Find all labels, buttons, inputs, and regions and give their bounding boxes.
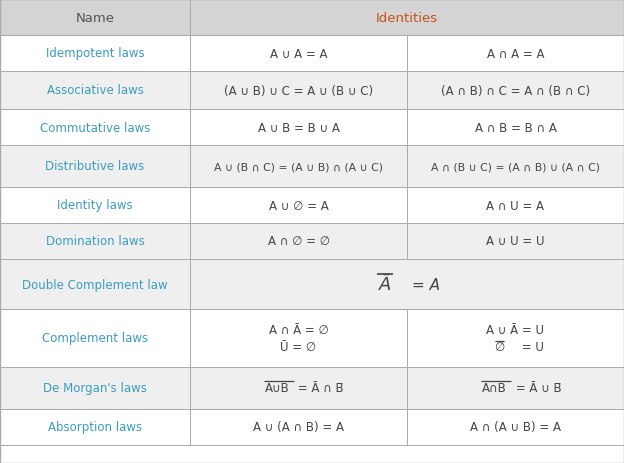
Text: Name: Name bbox=[76, 12, 114, 25]
Text: A ∩ (B ∪ C) = (A ∩ B) ∪ (A ∩ C): A ∩ (B ∪ C) = (A ∩ B) ∪ (A ∩ C) bbox=[431, 162, 600, 172]
Text: Ā: Ā bbox=[379, 275, 391, 294]
Text: A ∩ A = A: A ∩ A = A bbox=[487, 47, 544, 60]
Bar bbox=[0, 409, 190, 445]
Bar bbox=[407, 188, 624, 224]
Text: Commutative laws: Commutative laws bbox=[40, 121, 150, 134]
Bar bbox=[190, 146, 407, 188]
Bar bbox=[407, 72, 624, 110]
Bar bbox=[190, 188, 407, 224]
Text: A∪B: A∪B bbox=[265, 382, 290, 394]
Text: ∅: ∅ bbox=[494, 341, 505, 354]
Text: Double Complement law: Double Complement law bbox=[22, 278, 168, 291]
Text: = Ā ∩ B̄: = Ā ∩ B̄ bbox=[295, 382, 344, 394]
Bar bbox=[0, 188, 190, 224]
Bar bbox=[0, 110, 190, 146]
Bar bbox=[407, 224, 624, 259]
Bar bbox=[0, 309, 190, 367]
Bar bbox=[407, 367, 624, 409]
Bar bbox=[190, 110, 407, 146]
Bar bbox=[407, 409, 624, 445]
Text: A ∩ Ā = ∅: A ∩ Ā = ∅ bbox=[268, 323, 328, 336]
Text: De Morgan's laws: De Morgan's laws bbox=[43, 382, 147, 394]
Text: Ū = ∅: Ū = ∅ bbox=[280, 341, 316, 354]
Bar bbox=[0, 72, 190, 110]
Text: Associative laws: Associative laws bbox=[47, 84, 144, 97]
Text: Absorption laws: Absorption laws bbox=[48, 420, 142, 433]
Bar bbox=[407, 146, 624, 188]
Text: Identities: Identities bbox=[376, 12, 438, 25]
Bar bbox=[190, 367, 407, 409]
Text: A ∪ A = A: A ∪ A = A bbox=[270, 47, 327, 60]
Bar bbox=[190, 72, 407, 110]
Text: = A: = A bbox=[412, 277, 440, 292]
Text: A ∪ (B ∩ C) = (A ∪ B) ∩ (A ∪ C): A ∪ (B ∩ C) = (A ∪ B) ∩ (A ∪ C) bbox=[214, 162, 383, 172]
Text: A ∩ (A ∪ B) = A: A ∩ (A ∪ B) = A bbox=[470, 420, 561, 433]
Text: Domination laws: Domination laws bbox=[46, 235, 144, 248]
Bar bbox=[190, 259, 624, 309]
Text: Complement laws: Complement laws bbox=[42, 332, 148, 345]
Bar bbox=[0, 367, 190, 409]
Bar bbox=[190, 309, 407, 367]
Bar bbox=[0, 36, 190, 72]
Bar bbox=[190, 36, 407, 72]
Bar bbox=[0, 0, 190, 36]
Text: (A ∩ B) ∩ C = A ∩ (B ∩ C): (A ∩ B) ∩ C = A ∩ (B ∩ C) bbox=[441, 84, 590, 97]
Text: A ∩ U = A: A ∩ U = A bbox=[487, 199, 545, 212]
Text: A∩B: A∩B bbox=[482, 382, 506, 394]
Bar bbox=[0, 146, 190, 188]
Text: = U: = U bbox=[517, 341, 544, 354]
Text: Distributive laws: Distributive laws bbox=[46, 160, 145, 173]
Bar bbox=[190, 409, 407, 445]
Text: Idempotent laws: Idempotent laws bbox=[46, 47, 144, 60]
Text: A ∪ B = B ∪ A: A ∪ B = B ∪ A bbox=[258, 121, 339, 134]
Bar bbox=[190, 0, 624, 36]
Text: A ∪ ∅ = A: A ∪ ∅ = A bbox=[268, 199, 328, 212]
Text: A ∪ (A ∩ B) = A: A ∪ (A ∩ B) = A bbox=[253, 420, 344, 433]
Bar bbox=[190, 224, 407, 259]
Text: Identity laws: Identity laws bbox=[57, 199, 133, 212]
Text: A ∪ U = U: A ∪ U = U bbox=[486, 235, 545, 248]
Bar bbox=[407, 36, 624, 72]
Bar bbox=[407, 309, 624, 367]
Text: A ∩ B = B ∩ A: A ∩ B = B ∩ A bbox=[475, 121, 557, 134]
Bar bbox=[0, 224, 190, 259]
Bar bbox=[407, 110, 624, 146]
Text: (A ∪ B) ∪ C = A ∪ (B ∪ C): (A ∪ B) ∪ C = A ∪ (B ∪ C) bbox=[224, 84, 373, 97]
Text: A ∩ ∅ = ∅: A ∩ ∅ = ∅ bbox=[268, 235, 329, 248]
Bar bbox=[0, 259, 190, 309]
Text: A ∪ Ā = U: A ∪ Ā = U bbox=[487, 323, 545, 336]
Text: = Ā ∪ B̄: = Ā ∪ B̄ bbox=[512, 382, 561, 394]
